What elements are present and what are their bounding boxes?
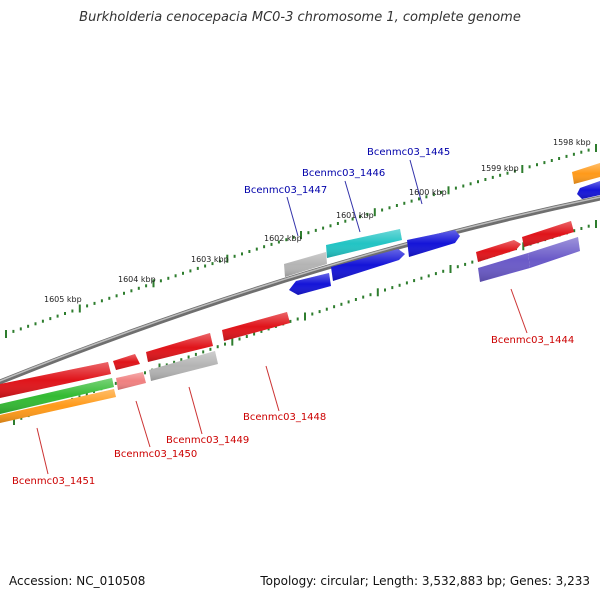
gene-label-1444: Bcenmc03_1444: [491, 335, 574, 346]
gene-label-1448: Bcenmc03_1448: [243, 412, 326, 423]
gene-blue-a[interactable]: [289, 273, 331, 295]
gene-bcenmc03-1445[interactable]: [407, 230, 460, 257]
gene-blue-b[interactable]: [331, 249, 405, 281]
scale-ticks-outer: [5, 144, 597, 338]
scale-label-1605: 1605 kbp: [44, 295, 82, 304]
gene-bcenmc03-1449[interactable]: [149, 351, 218, 381]
gene-bcenmc03-1444[interactable]: [478, 237, 580, 282]
accession-text: Accession: NC_010508: [9, 574, 146, 588]
scale-label-1603: 1603 kbp: [191, 255, 229, 264]
chromosome-backbone-highlight: [0, 196, 600, 382]
leader-lines-upper: [286, 159, 423, 237]
scale-label-1604: 1604 kbp: [118, 275, 156, 284]
gene-red-1449a[interactable]: [146, 333, 213, 362]
gene-bcenmc03-1450[interactable]: [116, 372, 146, 390]
scale-label-1598: 1598 kbp: [553, 138, 591, 147]
topology-summary: Topology: circular; Length: 3,532,883 bp…: [260, 574, 590, 588]
gene-red-1450a[interactable]: [113, 354, 140, 370]
gene-orange-1451[interactable]: [0, 389, 116, 423]
chromosome-backbone: [0, 195, 600, 385]
gene-bcenmc03-1451[interactable]: [0, 362, 111, 398]
gene-label-1450: Bcenmc03_1450: [114, 449, 197, 460]
gene-label-1451: Bcenmc03_1451: [12, 476, 95, 487]
gene-label-1449: Bcenmc03_1449: [166, 435, 249, 446]
scale-label-1599: 1599 kbp: [481, 164, 519, 173]
gene-label-1447: Bcenmc03_1447: [244, 185, 327, 196]
scale-label-1602: 1602 kbp: [264, 234, 302, 243]
genome-title: Burkholderia cenocepacia MC0-3 chromosom…: [79, 10, 521, 25]
scale-label-1600: 1600 kbp: [409, 188, 447, 197]
gene-bcenmc03-1446[interactable]: [326, 229, 402, 258]
gene-blue-right[interactable]: [577, 181, 600, 199]
gene-red-1448[interactable]: [222, 312, 290, 341]
gene-bcenmc03-1447[interactable]: [284, 252, 327, 277]
leader-lines-lower: [36, 288, 528, 475]
gene-label-1445: Bcenmc03_1445: [367, 147, 450, 158]
gene-red-1443b[interactable]: [522, 221, 574, 247]
gene-red-1443a[interactable]: [476, 240, 521, 262]
gene-orange-right[interactable]: [572, 163, 600, 184]
gene-green-1451[interactable]: [0, 378, 114, 414]
gene-label-1446: Bcenmc03_1446: [302, 168, 385, 179]
